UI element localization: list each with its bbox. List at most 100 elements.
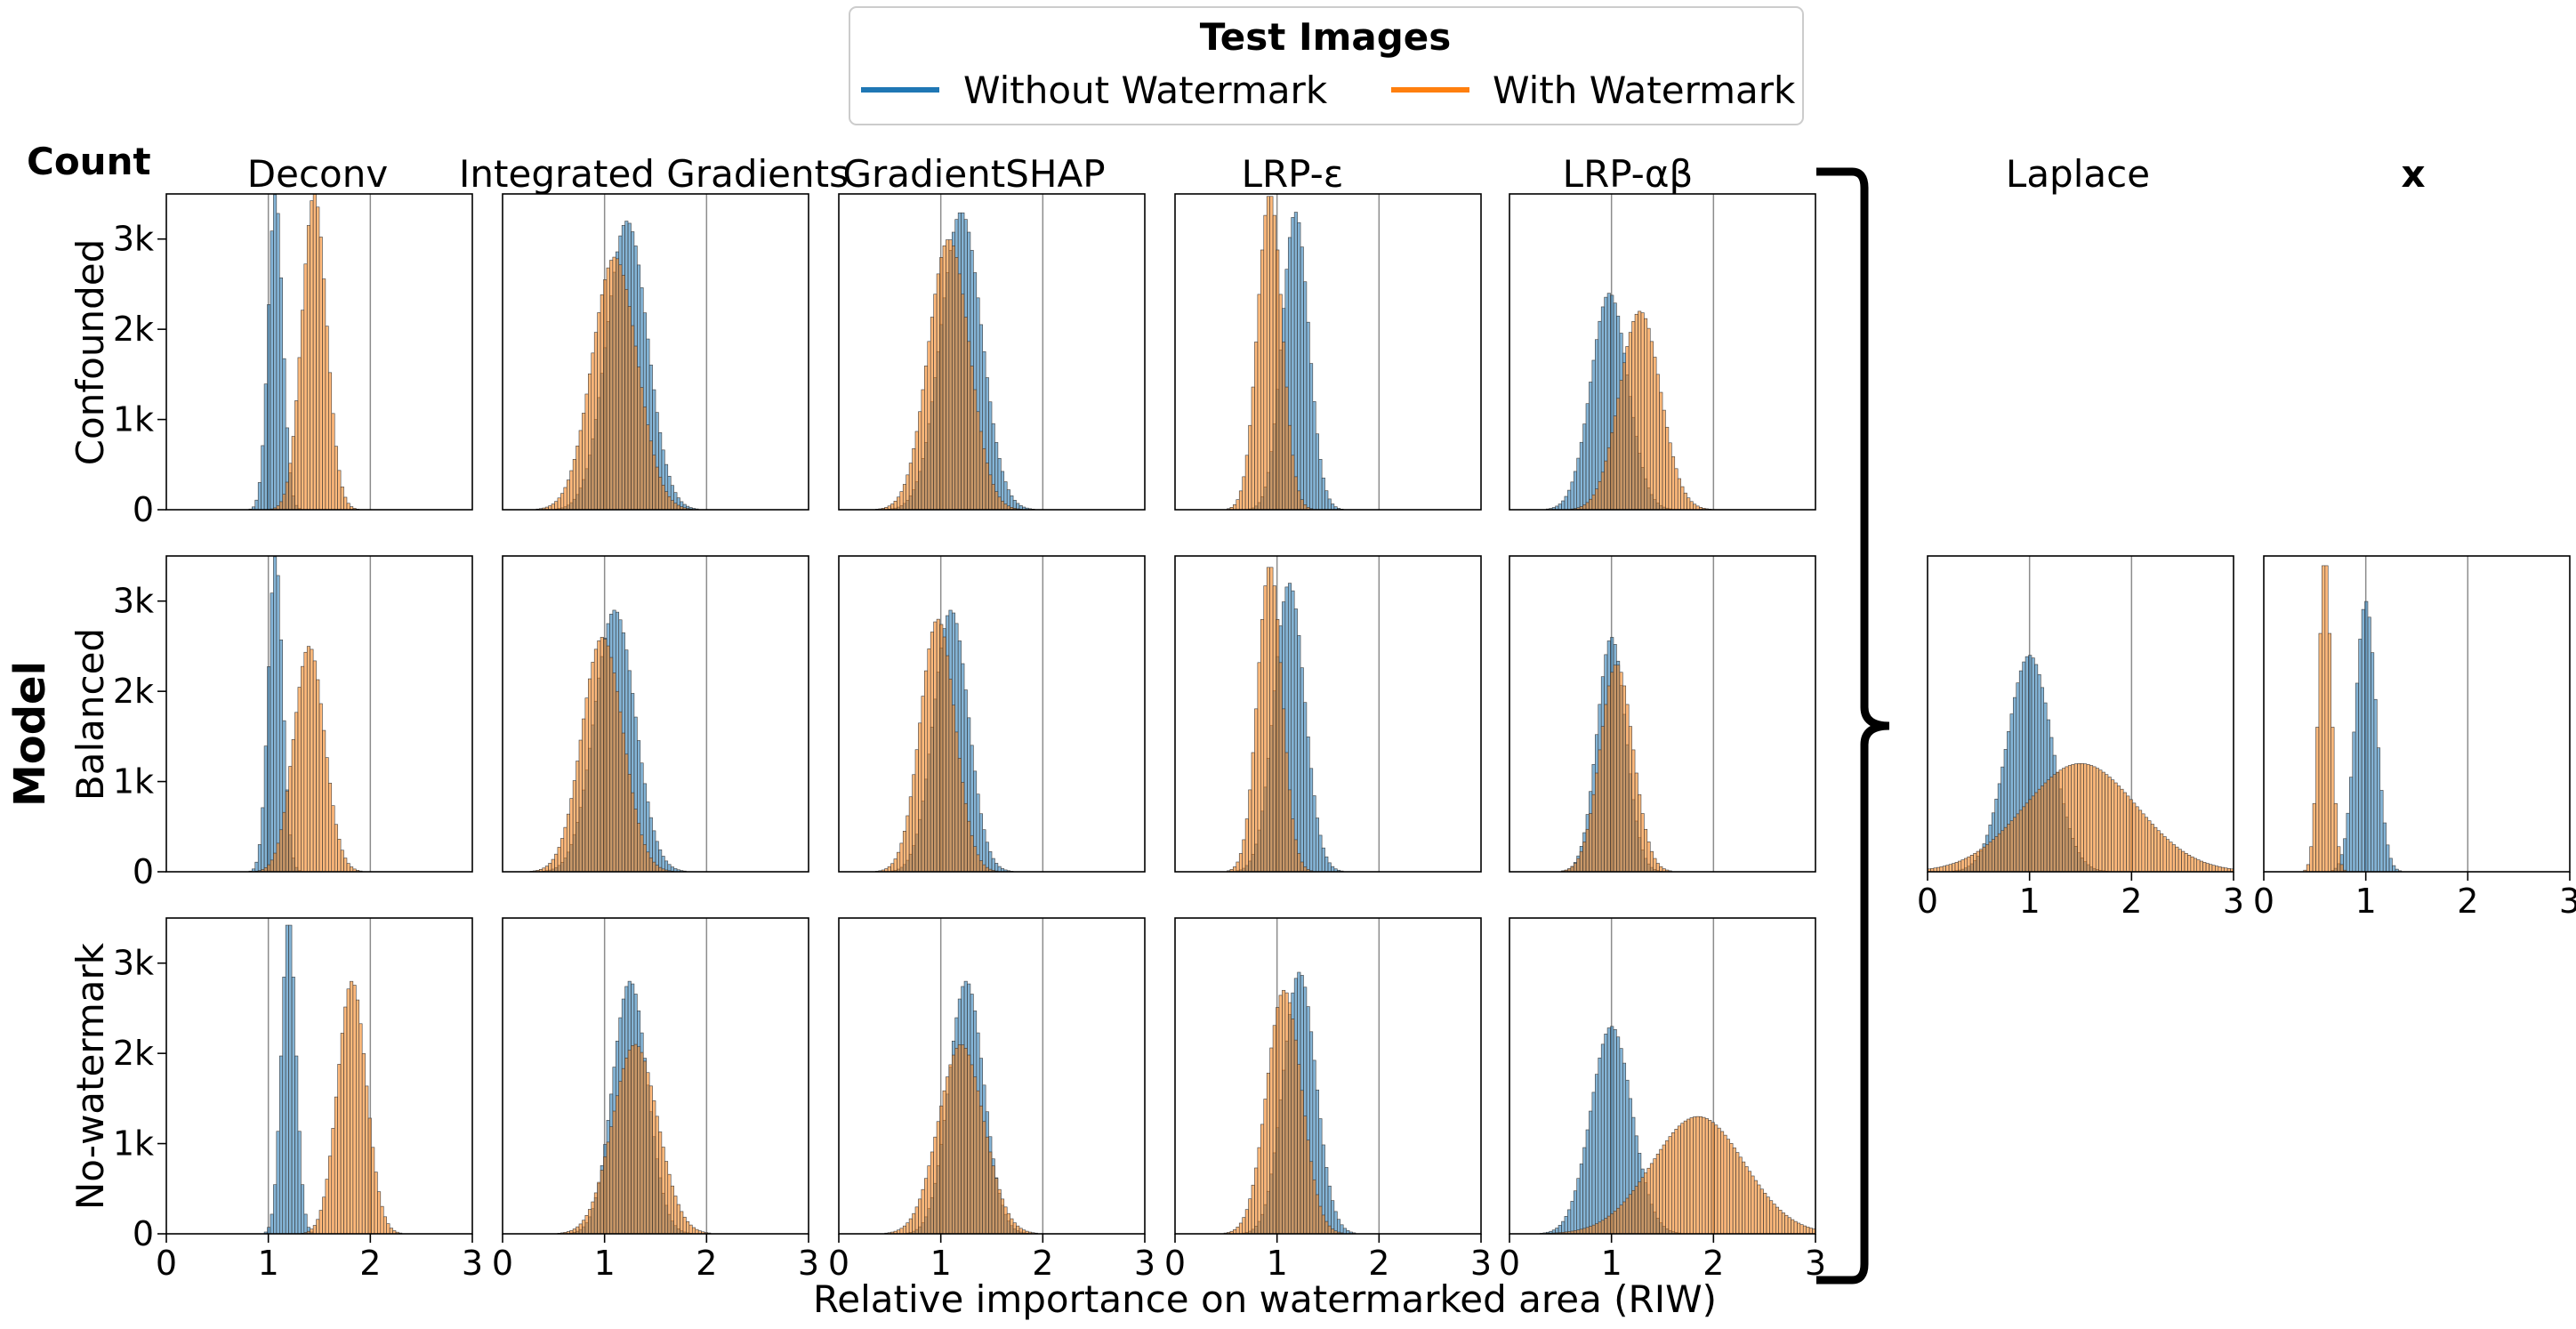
panel-confounded-integrated-gradients xyxy=(502,193,809,511)
hist-bar xyxy=(1576,1178,1581,1234)
hist-bar xyxy=(942,1090,946,1234)
hist-bar xyxy=(2028,799,2033,872)
hist-bar xyxy=(1573,863,1577,872)
hist-bar xyxy=(621,732,625,872)
hist-bar xyxy=(1585,403,1590,510)
series-with-watermark xyxy=(1570,310,1712,510)
hist-bar xyxy=(615,1095,620,1234)
hist-bar xyxy=(609,1126,614,1234)
hist-bar xyxy=(691,1227,696,1234)
hist-bar xyxy=(997,496,1002,510)
hist-bar xyxy=(582,413,586,510)
hist-bar xyxy=(1631,749,1636,872)
hist-bar xyxy=(1276,619,1280,872)
x-tick-label: 1 xyxy=(1601,1244,1622,1283)
hist-bar xyxy=(1324,856,1329,872)
row-title-confounded: Confounded xyxy=(68,239,112,466)
series-with-watermark xyxy=(884,1044,1038,1234)
hist-bar xyxy=(1644,1172,1648,1234)
hist-bar xyxy=(270,592,274,872)
hist-bar xyxy=(1600,726,1605,872)
hist-bar xyxy=(988,851,993,872)
hist-bar xyxy=(1662,1144,1666,1234)
hist-bar xyxy=(318,237,323,510)
hist-bar xyxy=(1010,1218,1014,1234)
hist-bar xyxy=(1244,818,1249,872)
hist-bar xyxy=(2361,608,2365,872)
hist-bar xyxy=(1260,619,1265,872)
series-with-watermark xyxy=(874,618,999,872)
hist-bar xyxy=(1266,196,1270,510)
hist-bar xyxy=(2022,806,2026,872)
hist-bar xyxy=(328,372,333,510)
hist-bar xyxy=(1625,704,1630,872)
hist-bar xyxy=(646,424,650,510)
hist-bar xyxy=(297,687,302,872)
x-tick-label: 0 xyxy=(2253,882,2274,921)
hist-bar xyxy=(914,749,919,872)
hist-bar xyxy=(1263,1099,1268,1234)
hist-bar xyxy=(270,230,274,510)
panel-no-watermark-deconv: 0 1k 2k 3k 0 1 2 3 xyxy=(113,917,483,1283)
hist-bar xyxy=(1278,294,1283,510)
hist-bar xyxy=(1646,327,1651,510)
hist-bar xyxy=(301,1184,305,1234)
hist-bar xyxy=(652,861,656,872)
series-with-watermark xyxy=(557,1043,712,1234)
hist-bar xyxy=(1649,850,1654,872)
hist-bar xyxy=(982,864,986,872)
hist-bar xyxy=(2144,817,2148,872)
hist-bar xyxy=(1591,494,1596,510)
hist-bar xyxy=(303,651,308,872)
hist-bar xyxy=(612,256,616,510)
hist-bar xyxy=(906,815,910,872)
series-with-watermark xyxy=(1561,664,1672,872)
hist-bar xyxy=(2141,813,2145,872)
hist-bar xyxy=(948,1064,953,1234)
hist-bar xyxy=(312,194,317,510)
hist-bar xyxy=(578,430,583,510)
x-tick-label: 2 xyxy=(1368,1244,1389,1283)
hist-bar xyxy=(893,858,898,872)
hist-bar xyxy=(1342,1228,1347,1234)
hist-bar xyxy=(261,807,265,872)
hist-bar xyxy=(1561,500,1566,510)
hist-bar xyxy=(954,1048,959,1234)
hist-bar xyxy=(1297,853,1301,872)
hist-bar xyxy=(664,1161,669,1234)
hist-bar xyxy=(906,474,910,510)
hist-bar xyxy=(640,387,644,510)
hist-bar xyxy=(1674,468,1678,510)
hist-bar xyxy=(273,556,278,872)
x-tick-label: 1 xyxy=(258,1244,279,1283)
y-tick-label: 3k xyxy=(113,582,154,621)
hist-bar xyxy=(924,670,929,872)
x-tick-label: 2 xyxy=(2457,882,2478,921)
hist-bar xyxy=(1582,1228,1587,1234)
hist-bar xyxy=(948,678,953,872)
hist-bar xyxy=(946,1076,950,1234)
hist-bar xyxy=(1561,1220,1566,1234)
hist-bar xyxy=(276,842,280,872)
hist-bar xyxy=(648,857,653,872)
hist-bar xyxy=(600,294,604,510)
x-tick-label: 1 xyxy=(2355,882,2377,921)
x-tick-label: 2 xyxy=(696,1244,717,1283)
hist-bar xyxy=(1958,860,1962,872)
hist-bar xyxy=(588,1209,592,1234)
hist-bar xyxy=(1297,490,1301,510)
hist-bar xyxy=(914,431,919,510)
hist-bar xyxy=(1982,846,1986,872)
hist-bar xyxy=(1945,865,1950,872)
hist-bar xyxy=(606,267,610,510)
hist-bar xyxy=(1284,752,1289,872)
hist-bar xyxy=(2181,850,2186,872)
hist-bar xyxy=(267,1227,271,1234)
y-tick-label: 3k xyxy=(113,220,154,259)
hist-bar xyxy=(331,1128,335,1234)
hist-bar xyxy=(2150,824,2154,872)
hist-bar xyxy=(1315,1194,1319,1234)
hist-bar xyxy=(1686,1118,1691,1234)
hist-bar xyxy=(921,1188,925,1234)
